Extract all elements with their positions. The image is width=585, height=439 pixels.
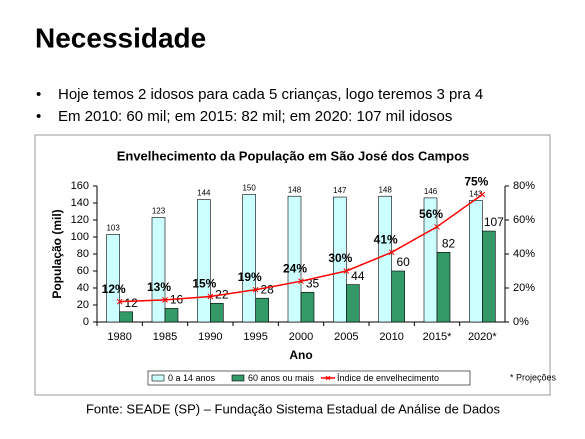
line-label: 24% [283,261,307,275]
bar [482,230,496,323]
line-label: 41% [374,232,398,246]
line-marker [116,298,123,305]
bullet-marker: • [36,108,41,125]
slide-title: Necessidade [35,22,206,53]
bar [300,291,315,323]
line-marker [298,278,304,285]
chart: 0 20 40 60 80 100 120 140 160 0% 20% 40% 60% 80% Popul… [50,175,535,386]
y-tick-label: 40 [77,282,89,294]
source: Fonte: SEADE (SP) – Fundação Sistema Est… [86,401,501,416]
bar [242,194,256,323]
line-marker [388,249,395,256]
bar [469,200,483,323]
x-tick-label: 1995 [243,331,267,343]
bullet-marker: • [36,86,41,103]
line-marker [434,223,440,230]
bar [151,217,166,323]
y-axis-label: População (mil) [50,209,64,298]
bar [333,196,347,323]
line-label: 15% [192,277,216,291]
chart-title: Envelhecimento da População em São José … [117,148,470,163]
x-tick-label: 2015* [423,331,452,343]
x-tick-label: 1985 [153,331,177,343]
legend-swatch [231,374,245,382]
y-tick-label: 20 [77,299,89,311]
x-tick-label: 1990 [198,331,222,343]
bar-label: 60 [396,255,410,269]
legend-swatch [151,374,165,382]
bar [255,297,269,323]
bar [210,302,224,323]
bar [346,284,360,323]
bar-label: 123 [152,207,166,216]
line-label: 13% [147,280,171,294]
legend-label: 60 anos ou mais [248,373,315,383]
bar-label: 150 [242,184,256,193]
line-label: 30% [328,251,352,265]
x-tick-label: 1980 [107,331,131,343]
y-tick-label: 100 [71,231,89,243]
line-marker [162,297,168,303]
y2-tick-label: 60% [513,214,535,226]
y2-tick-label: 0% [513,316,529,328]
y2-tick-label: 80% [513,180,535,192]
y-tick-label: 60 [77,265,89,277]
bar [436,252,451,323]
x-tick-label: 2005 [334,331,358,343]
y-tick-label: 160 [71,180,89,192]
bar [197,199,211,323]
y2-tick-label: 20% [513,282,535,294]
bar-label: 143 [469,190,483,199]
line-label: 75% [464,175,488,189]
bar [164,308,179,323]
bar [119,311,133,323]
line-marker [252,286,259,293]
bar-label: 107 [484,215,504,229]
line-marker [343,268,350,274]
note: * Projeções [510,372,557,382]
bar [287,195,302,323]
bar-label: 103 [106,224,120,233]
legend-marker [325,375,331,381]
bar [378,195,392,323]
legend-label: Índice de envelhecimento [337,373,439,383]
y-tick-label: 80 [77,248,89,260]
y-tick-label: 0 [83,316,89,328]
bar-label: 144 [197,189,211,198]
bar-label: 148 [378,185,392,194]
bar-label: 146 [424,187,438,196]
y2-tick-label: 40% [513,248,535,260]
x-tick-label: 2000 [289,331,313,343]
bar [391,270,405,323]
legend-label: 0 a 14 anos [168,373,216,383]
line-label: 19% [238,270,262,284]
y-tick-label: 140 [71,197,89,209]
bar-label: 148 [288,185,302,194]
bar-label: 44 [351,269,365,283]
y-tick-label: 120 [71,214,89,226]
bar-label: 82 [442,236,456,250]
bullet: Em 2010: 60 mil; em 2015: 82 mil; em 202… [58,108,452,125]
bullet: Hoje temos 2 idosos para cada 5 crianças… [58,86,483,103]
x-axis-label: Ano [289,348,312,362]
legend-frame [147,370,471,386]
x-tick-label: 2020* [468,331,497,343]
bar-label: 147 [333,186,347,195]
bar-label: 12 [124,296,138,310]
line-label: 12% [102,282,126,296]
line-marker [207,293,214,300]
x-tick-label: 2010 [379,331,403,343]
bar-label: 28 [260,282,274,296]
bar [106,234,120,323]
line-marker [479,191,486,198]
line-label: 56% [419,207,443,221]
